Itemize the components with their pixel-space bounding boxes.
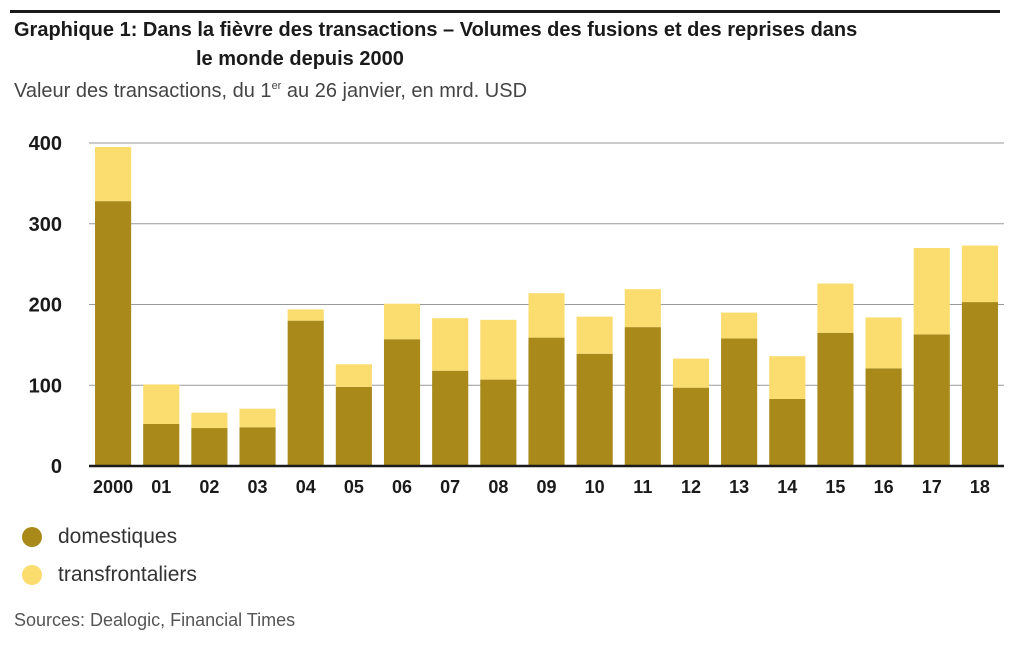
x-tick-label-03: 03 [248,477,268,497]
bar-domestiques-16 [865,368,902,466]
legend-label-domestiques: domestiques [58,525,178,548]
x-tick-label-13: 13 [729,477,749,497]
bar-transfrontaliers-17 [913,247,950,335]
y-tick-label-300: 300 [29,214,62,236]
bar-domestiques-11 [624,327,661,466]
bar-transfrontaliers-2000 [95,147,132,202]
y-tick-label-100: 100 [29,375,62,397]
title-rule [10,10,1000,13]
bar-domestiques-08 [480,379,517,466]
bar-domestiques-14 [769,398,806,466]
x-tick-label-02: 02 [199,477,219,497]
bar-transfrontaliers-02 [191,412,228,429]
bar-domestiques-12 [672,387,710,466]
x-tick-label-16: 16 [874,477,894,497]
bar-transfrontaliers-03 [239,408,276,428]
chart-title-line-1: Graphique 1: Dans la fièvre des transact… [14,19,858,41]
bar-domestiques-17 [913,334,950,466]
bar-domestiques-04 [287,320,324,466]
bar-domestiques-03 [239,427,276,466]
bar-domestiques-09 [528,337,565,466]
bar-transfrontaliers-16 [865,317,902,369]
legend: domestiques transfrontaliers [22,518,197,594]
x-tick-label-07: 07 [440,477,460,497]
bar-domestiques-13 [721,338,758,466]
bar-transfrontaliers-01 [143,384,180,425]
bar-transfrontaliers-13 [721,312,758,339]
bar-domestiques-07 [432,370,469,466]
subtitle-text-end: au 26 janvier, en mrd. USD [281,80,528,102]
bar-domestiques-2000 [95,201,132,466]
subtitle-text: Valeur des transactions, du 1 [14,80,272,102]
x-tick-label-2000: 2000 [93,477,133,497]
bar-domestiques-01 [143,424,180,466]
bar-transfrontaliers-10 [576,316,613,354]
x-tick-label-01: 01 [151,477,171,497]
x-tick-label-04: 04 [296,477,316,497]
x-tick-label-10: 10 [585,477,605,497]
x-tick-label-14: 14 [777,477,797,497]
bar-domestiques-18 [961,302,998,466]
legend-label-transfrontaliers: transfrontaliers [58,563,197,586]
x-tick-label-11: 11 [633,477,652,497]
source-note: Sources: Dealogic, Financial Times [14,610,296,630]
legend-item-domestiques: domestiques [22,518,197,556]
legend-swatch-domestiques [22,527,42,547]
x-tick-label-09: 09 [536,477,556,497]
y-tick-label-0: 0 [51,456,62,478]
bar-transfrontaliers-12 [672,358,710,388]
bar-domestiques-06 [383,339,421,466]
bar-transfrontaliers-11 [624,289,661,328]
bar-transfrontaliers-15 [817,283,854,333]
legend-swatch-transfrontaliers [22,565,42,585]
chart-title-line-2: le monde depuis 2000 [196,48,404,70]
bar-transfrontaliers-04 [287,309,324,321]
bar-transfrontaliers-05 [335,364,372,387]
y-tick-label-200: 200 [29,295,62,317]
bar-transfrontaliers-14 [769,356,806,399]
chart-title: Graphique 1: Dans la fièvre des transact… [14,16,1004,74]
bar-domestiques-02 [191,428,228,466]
x-tick-label-15: 15 [825,477,845,497]
bar-domestiques-15 [817,332,854,466]
x-tick-label-12: 12 [681,477,701,497]
bar-domestiques-10 [576,353,613,466]
bar-transfrontaliers-09 [528,293,565,338]
x-tick-label-08: 08 [488,477,508,497]
chart-subtitle: Valeur des transactions, du 1er au 26 ja… [14,80,527,103]
bar-transfrontaliers-07 [432,318,469,371]
x-tick-label-06: 06 [392,477,412,497]
x-tick-label-05: 05 [344,477,364,497]
x-tick-label-18: 18 [970,477,990,497]
x-tick-label-17: 17 [922,477,942,497]
legend-item-transfrontaliers: transfrontaliers [22,556,197,594]
y-tick-label-400: 400 [29,133,62,155]
bar-transfrontaliers-18 [961,245,998,303]
bar-transfrontaliers-06 [383,303,421,340]
subtitle-superscript: er [271,80,282,92]
bar-transfrontaliers-08 [480,319,517,380]
bar-domestiques-05 [335,386,372,466]
